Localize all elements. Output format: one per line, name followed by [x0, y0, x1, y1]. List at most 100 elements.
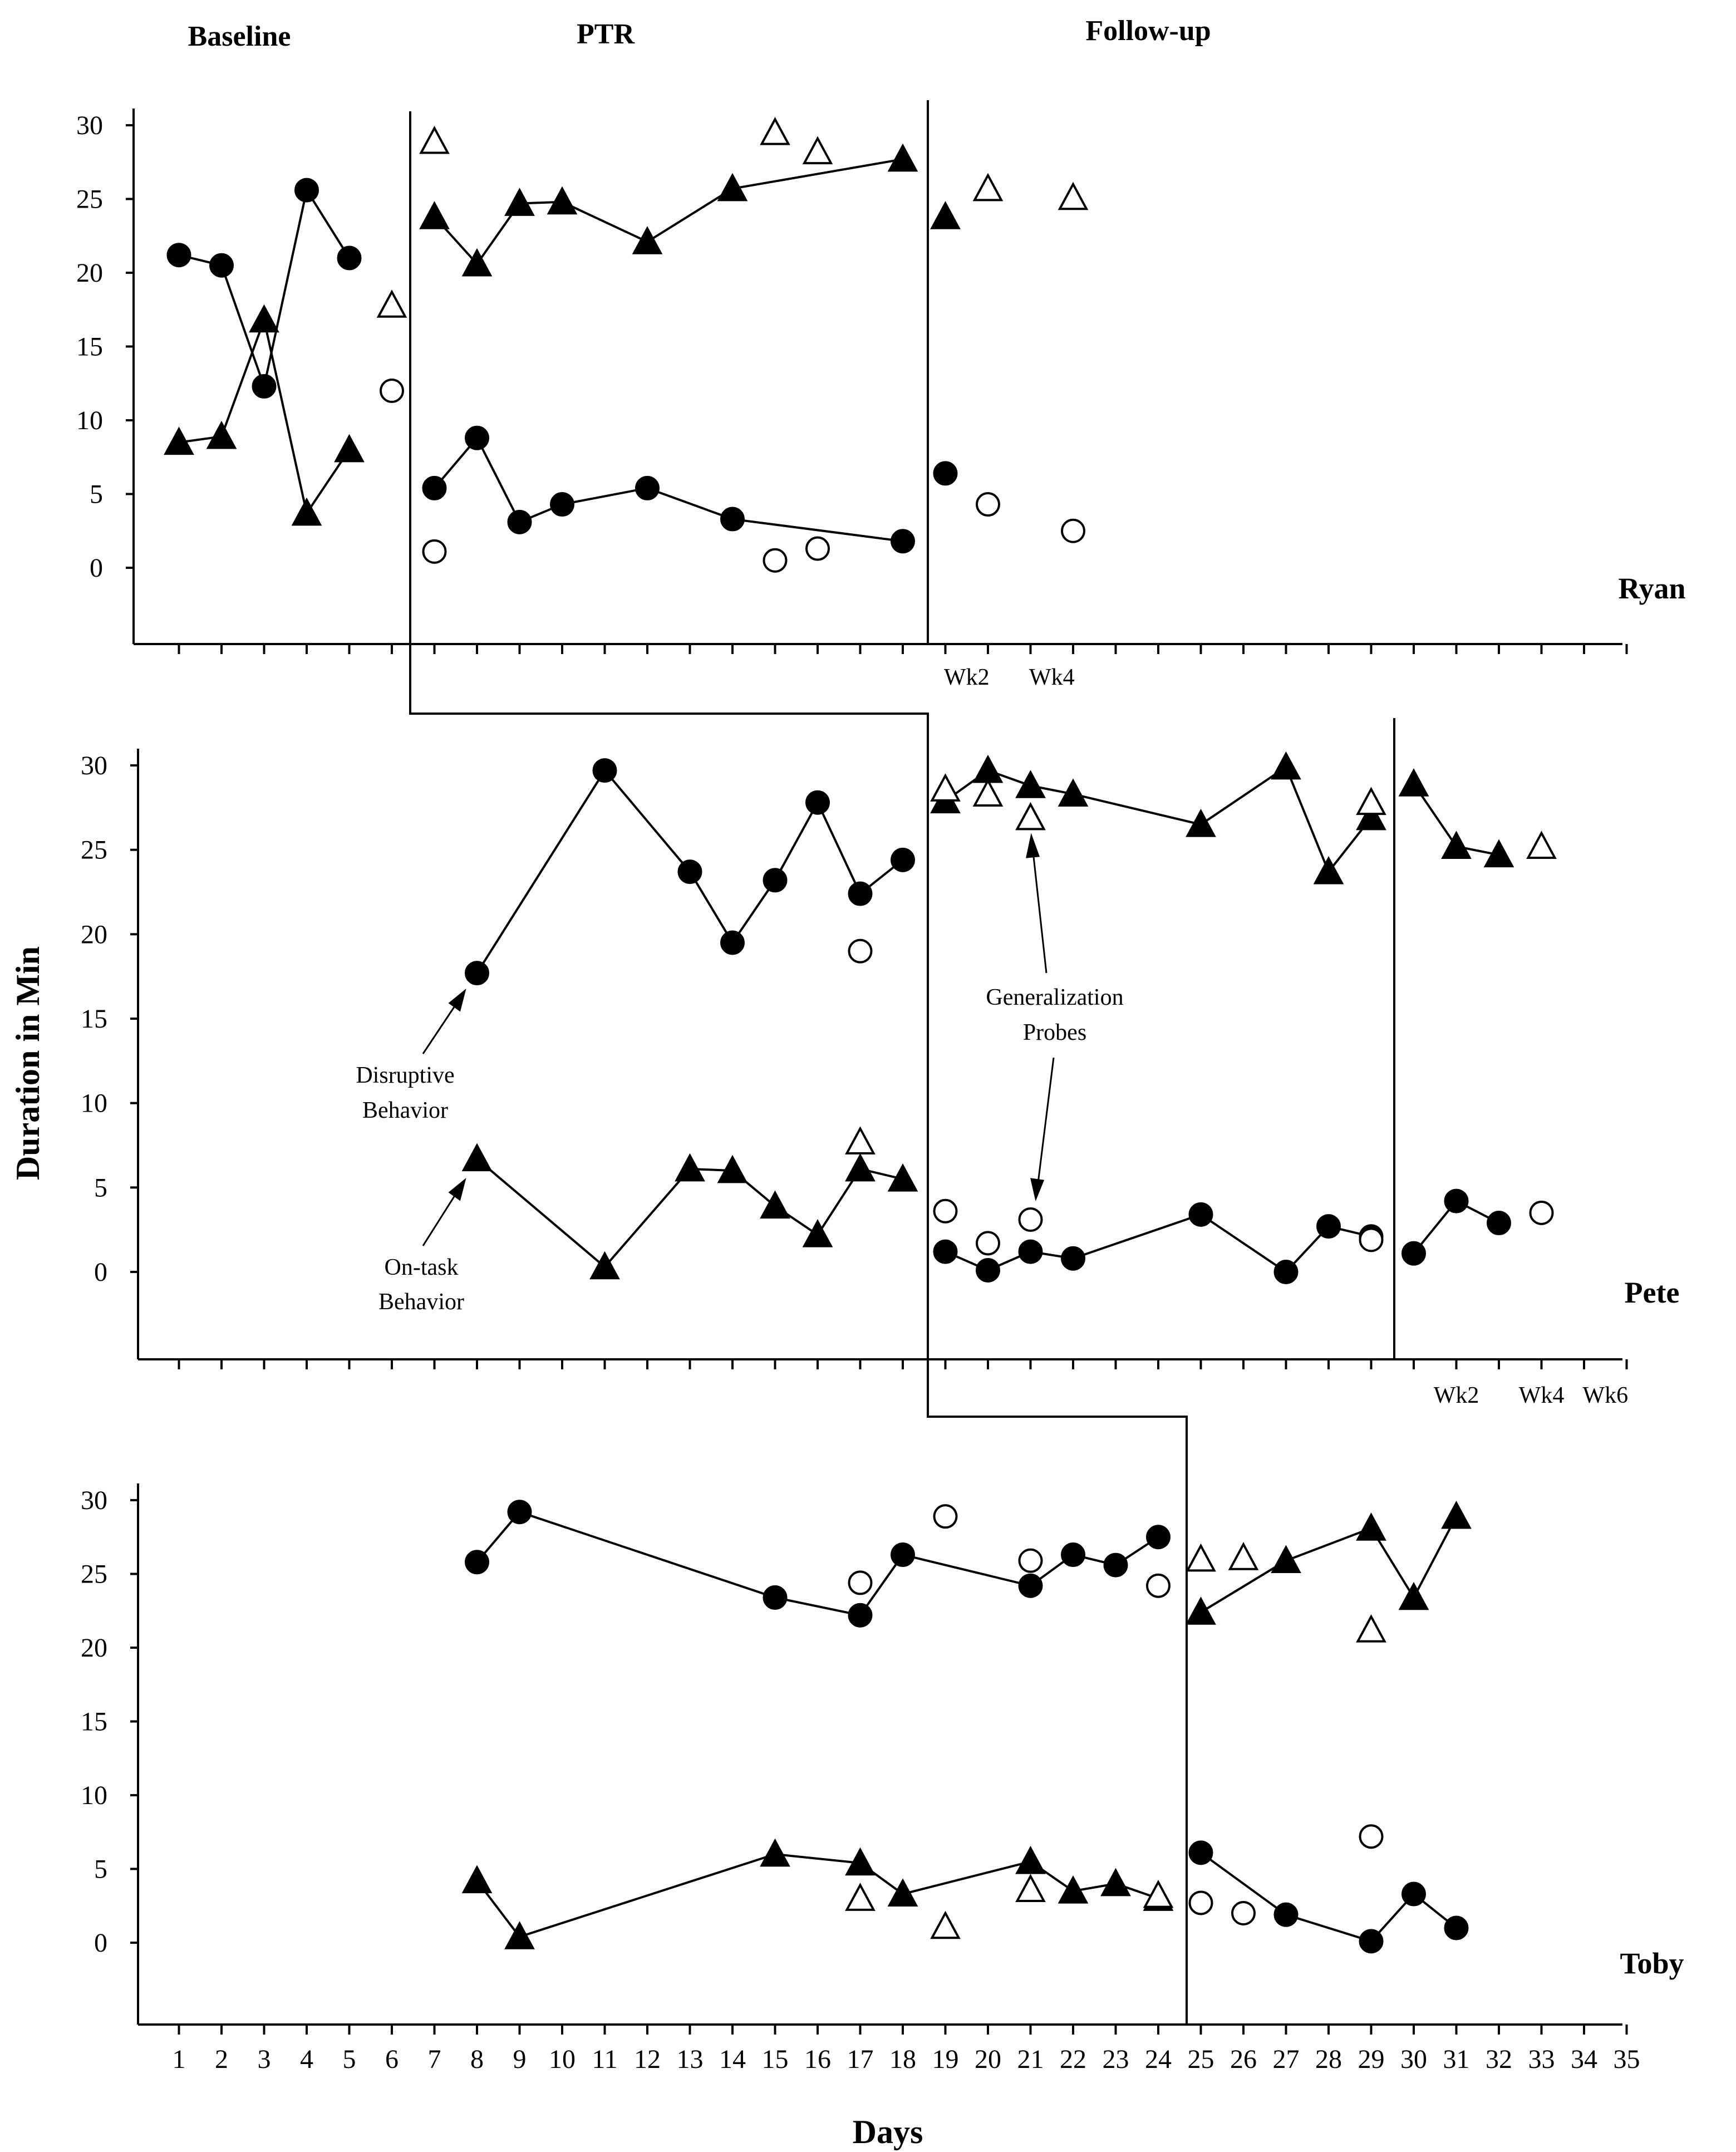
data-point-circle — [1146, 1525, 1171, 1550]
data-point-circle — [465, 425, 489, 450]
series-generalization-probe-on-task- — [376, 117, 1089, 318]
data-point-circle — [976, 1257, 1000, 1283]
x-axis-title: Days — [853, 2114, 923, 2150]
arrow-generalization-up — [1032, 851, 1047, 974]
x-tick-label: 34 — [1571, 2045, 1597, 2074]
phase-change-lines — [409, 100, 1395, 2025]
data-point-triangle — [1398, 1581, 1429, 1610]
data-point-triangle — [887, 1878, 918, 1907]
data-point-triangle — [291, 497, 322, 526]
data-point-circle — [294, 178, 319, 203]
x-tick-label: 7 — [428, 2045, 441, 2074]
participant-name: Ryan — [1618, 572, 1685, 605]
annotations: Disruptive Behavior On-task Behavior Gen… — [356, 833, 1124, 1315]
data-point-triangle — [1058, 181, 1089, 210]
data-point-circle — [1188, 1202, 1213, 1227]
x-tick-label: 32 — [1486, 2045, 1512, 2074]
data-point-circle — [933, 1198, 958, 1224]
data-point-circle — [763, 548, 788, 573]
data-point-circle — [1103, 1552, 1128, 1578]
x-tick-label: 8 — [470, 2045, 484, 2074]
data-point-circle — [635, 475, 660, 500]
x-tick-label: 31 — [1443, 2045, 1470, 2074]
y-tick-label: 10 — [81, 1089, 107, 1118]
data-point-triangle — [1313, 856, 1344, 885]
x-tick-label: 26 — [1230, 2045, 1257, 2074]
data-point-triangle — [1058, 778, 1089, 807]
arrow-disruptive — [422, 1001, 459, 1054]
data-point-circle — [166, 243, 191, 268]
data-point-circle — [1061, 1246, 1085, 1271]
x-tick-label: 35 — [1614, 2045, 1640, 2074]
data-point-circle — [976, 492, 1000, 517]
x-tick-label: 2 — [215, 2045, 228, 2074]
data-point-circle — [1359, 1227, 1384, 1252]
data-point-triangle — [1186, 1596, 1216, 1625]
data-point-circle — [848, 939, 873, 964]
data-point-circle — [1146, 1573, 1171, 1598]
data-point-triangle — [1015, 802, 1046, 831]
data-point-triangle — [419, 201, 450, 229]
data-point-triangle — [972, 778, 1004, 807]
y-tick-label: 25 — [81, 1560, 107, 1589]
data-point-triangle — [845, 1883, 876, 1911]
data-point-circle — [550, 492, 574, 517]
x-tick-label: 22 — [1060, 2045, 1086, 2074]
data-point-triangle — [1015, 1874, 1046, 1902]
panel-ryan: 0 5 10 15 20 25 30 Wk2 Wk4 Ryan — [76, 109, 1686, 690]
data-point-circle — [1401, 1241, 1426, 1266]
phase-label-baseline: Baseline — [188, 21, 291, 52]
y-tick-label: 10 — [76, 406, 103, 435]
data-point-triangle — [802, 1219, 833, 1247]
data-point-triangle — [1356, 802, 1386, 831]
data-point-triangle — [1441, 1500, 1472, 1529]
annotation-ontask-line2: Behavior — [378, 1289, 464, 1315]
x-tick-label: 9 — [513, 2045, 527, 2074]
data-point-circle — [252, 374, 277, 399]
series-generalization-probe-disruptive- — [380, 379, 1085, 573]
data-point-circle — [720, 507, 745, 532]
data-point-circle — [465, 1550, 489, 1575]
y-tick-label: 0 — [90, 553, 103, 583]
data-point-triangle — [1271, 1545, 1301, 1574]
data-point-circle — [677, 859, 702, 885]
data-point-triangle — [1228, 1542, 1259, 1570]
data-point-circle — [1188, 1840, 1213, 1865]
series-disruptive-behavior — [465, 758, 1511, 1284]
panel-pete: 0 5 10 15 20 25 30 Wk2 Wk4 Wk6 Pete — [81, 749, 1679, 1408]
data-point-circle — [1273, 1902, 1299, 1927]
x-tick-label: 6 — [385, 2045, 399, 2074]
y-tick-label: 25 — [81, 836, 107, 865]
data-point-triangle — [930, 773, 961, 802]
annotation-disruptive-line1: Disruptive — [356, 1063, 454, 1088]
x-tick-label: 29 — [1358, 2045, 1385, 2074]
data-point-circle — [1018, 1548, 1043, 1573]
data-point-triangle — [419, 125, 450, 154]
data-point-circle — [805, 536, 830, 561]
data-point-circle — [1444, 1915, 1469, 1940]
data-point-triangle — [461, 248, 493, 277]
data-point-circle — [848, 1570, 873, 1595]
data-point-triangle — [972, 173, 1004, 202]
data-point-circle — [891, 1542, 915, 1568]
data-point-circle — [1188, 1890, 1213, 1915]
data-point-triangle — [930, 201, 961, 229]
data-point-circle — [1273, 1260, 1299, 1284]
data-point-triangle — [164, 426, 194, 455]
data-point-circle — [891, 529, 915, 554]
data-point-triangle — [1483, 839, 1514, 868]
x-tick-label: 24 — [1145, 2045, 1172, 2074]
data-point-triangle — [760, 1838, 790, 1867]
data-point-circle — [805, 790, 830, 815]
y-tick-label: 15 — [76, 332, 103, 362]
y-tick-label: 20 — [81, 920, 107, 949]
data-point-triangle — [1058, 1875, 1089, 1904]
data-point-triangle — [802, 136, 833, 165]
data-point-triangle — [717, 1154, 748, 1183]
data-point-circle — [933, 1504, 958, 1529]
data-point-triangle — [1143, 1879, 1174, 1908]
data-point-circle — [1018, 1207, 1043, 1232]
data-point-circle — [1401, 1881, 1426, 1907]
data-point-triangle — [334, 434, 365, 463]
